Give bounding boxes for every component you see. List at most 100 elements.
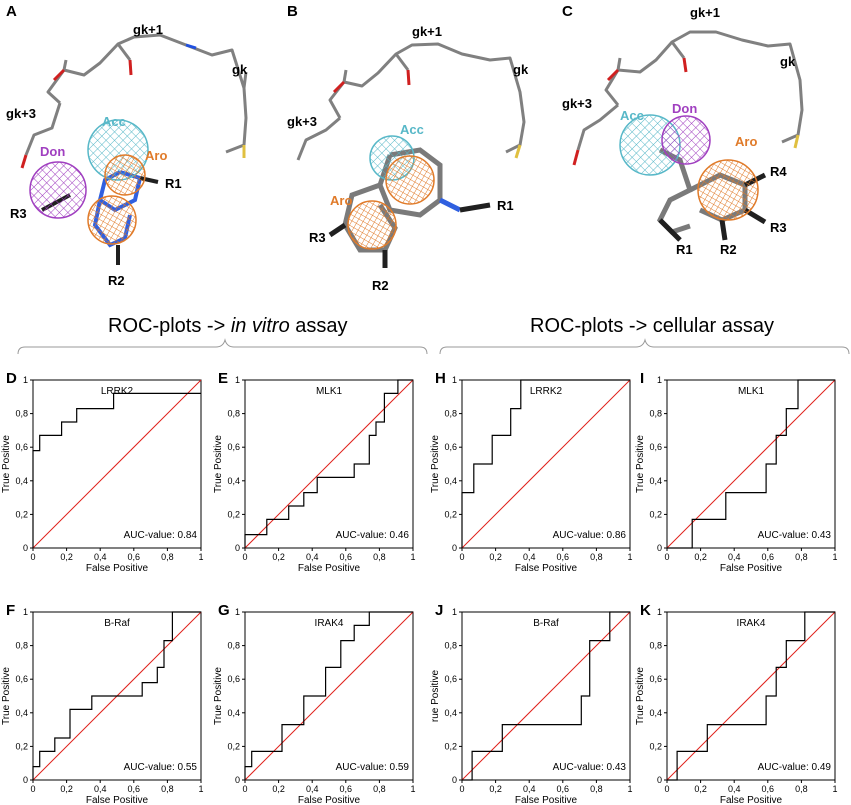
x-tick-label-i: 0,6 (762, 552, 775, 562)
x-tick-label-i: 0,8 (795, 552, 808, 562)
aromatic-sphere-c (697, 159, 759, 221)
x-tick-label-e: 0,6 (340, 552, 353, 562)
diagonal-line-k (666, 611, 836, 781)
y-tick-label-f: 0,4 (15, 708, 28, 718)
y-tick-label-e: 0,4 (227, 476, 240, 486)
y-tick-label-f: 0,8 (15, 641, 28, 651)
x-tick-label-d: 0,6 (128, 552, 141, 562)
label-r2-b: R2 (372, 278, 389, 293)
y-tick-label-h: 0,8 (444, 409, 457, 419)
x-tick-label-d: 0,8 (161, 552, 174, 562)
x-axis-label-j: False Positive (515, 795, 578, 805)
section-title-in-vitro-prefix: ROC-plots -> (108, 315, 231, 337)
auc-label-i: AUC-value: 0.43 (758, 530, 832, 541)
y-tick-label-e: 0,6 (227, 442, 240, 452)
y-tick-label-g: 0,4 (227, 708, 240, 718)
chart-title-f: B-Raf (104, 618, 130, 629)
x-tick-label-e: 0,8 (373, 552, 386, 562)
x-tick-label-k: 0,6 (762, 784, 775, 794)
roc-curve-f (32, 611, 201, 780)
label-gk3-b: gk+3 (287, 114, 317, 129)
section-title-in-vitro-suffix: assay (290, 315, 348, 337)
x-tick-label-h: 0,8 (590, 552, 603, 562)
auc-label-g: AUC-value: 0.59 (336, 762, 410, 773)
x-tick-label-k: 0,4 (728, 784, 741, 794)
x-axis-label-h: False Positive (515, 563, 578, 574)
x-tick-label-i: 0,2 (694, 552, 707, 562)
x-tick-label-j: 0,4 (523, 784, 536, 794)
label-r3-b: R3 (309, 230, 326, 245)
y-axis-label-j: rue Positive (430, 669, 441, 722)
panel-c-molecule: C gk+1 gk gk+3 Acc Don Aro R4 R3 (562, 3, 804, 257)
y-tick-label-j: 0 (452, 775, 457, 785)
auc-label-j: AUC-value: 0.43 (553, 762, 627, 773)
panel-label-b: B (287, 3, 298, 20)
panel-label-e: E (218, 370, 228, 387)
section-title-in-vitro: ROC-plots -> in vitro assay (108, 315, 348, 337)
y-tick-label-i: 0,2 (649, 509, 662, 519)
x-tick-label-j: 0,6 (557, 784, 570, 794)
aromatic-sphere-a1 (104, 154, 146, 196)
x-axis-label-g: False Positive (298, 795, 361, 805)
y-tick-label-f: 0 (23, 775, 28, 785)
donor-sphere-a (29, 161, 87, 219)
y-tick-label-h: 0,6 (444, 442, 457, 452)
y-tick-label-d: 1 (23, 375, 28, 385)
x-tick-label-f: 0 (30, 784, 35, 794)
x-tick-label-f: 0,4 (94, 784, 107, 794)
donor-sphere-c (661, 115, 711, 165)
y-tick-label-d: 0,8 (15, 409, 28, 419)
label-r1-a: R1 (165, 176, 182, 191)
diagonal-line-g (244, 611, 414, 781)
x-tick-label-d: 0 (30, 552, 35, 562)
x-tick-label-f: 0,6 (128, 784, 141, 794)
y-tick-label-e: 0 (235, 543, 240, 553)
backbone-c (572, 30, 804, 166)
chart-title-h: LRRK2 (530, 386, 563, 397)
roc-chart-k: K IRAK4 0 0,2 0,4 0,6 0,8 1 0 0,2 0,4 0,6 0,8 1 False … (635, 602, 838, 805)
chart-title-d: LRRK2 (101, 386, 134, 397)
label-aro-b: Aro (330, 193, 352, 208)
x-tick-label-f: 1 (198, 784, 203, 794)
panel-a-molecule: A gk+1 gk gk+3 Acc Don Aro (6, 3, 248, 288)
label-acc-a: Acc (102, 114, 126, 129)
label-gk-c: gk (780, 54, 796, 69)
x-tick-label-i: 1 (832, 552, 837, 562)
label-r1-c: R1 (676, 242, 693, 257)
y-tick-label-d: 0 (23, 543, 28, 553)
label-acc-c: Acc (620, 108, 644, 123)
label-r3-a: R3 (10, 206, 27, 221)
x-tick-label-j: 0,2 (489, 784, 502, 794)
y-tick-label-f: 0,6 (15, 674, 28, 684)
auc-label-d: AUC-value: 0.84 (124, 530, 198, 541)
diagonal-line-d (32, 379, 202, 549)
label-r3-c: R3 (770, 220, 787, 235)
auc-label-k: AUC-value: 0.49 (758, 762, 832, 773)
panel-label-k: K (640, 602, 651, 619)
panel-b-molecule: B gk+1 gk gk+3 Acc Aro R1 R3 R2 (287, 3, 529, 293)
plot-frame-f (32, 611, 202, 781)
x-tick-label-h: 0 (459, 552, 464, 562)
label-aro-c: Aro (735, 134, 757, 149)
roc-chart-e: E MLK1 0 0,2 0,4 0,6 0,8 1 0 0,2 0,4 0,6 0,8 1 False P… (213, 370, 416, 574)
roc-curve-d (32, 392, 201, 548)
roc-chart-g: G IRAK4 0 0,2 0,4 0,6 0,8 1 0 0,2 0,4 0,6 0,8 1 False … (213, 602, 416, 805)
roc-curve-h (461, 379, 630, 548)
panel-label-a: A (6, 3, 17, 20)
y-tick-label-j: 0,4 (444, 708, 457, 718)
y-tick-label-g: 0,6 (227, 674, 240, 684)
roc-chart-d: D LRRK2 0 0,2 0,4 0,6 0,8 1 0 0,2 0,4 0,6 0,8 1 False … (1, 370, 204, 574)
label-gk3-a: gk+3 (6, 106, 36, 121)
y-tick-label-g: 0 (235, 775, 240, 785)
x-tick-label-e: 0,4 (306, 552, 319, 562)
x-tick-label-g: 0,2 (272, 784, 285, 794)
roc-chart-j: J B-Raf 0 0,2 0,4 0,6 0,8 1 0 0,2 0,4 0,6 0,8 1 False … (430, 602, 633, 805)
x-tick-label-d: 0,2 (60, 552, 73, 562)
roc-chart-h: H LRRK2 0 0,2 0,4 0,6 0,8 1 0 0,2 0,4 0,6 0,8 1 False … (430, 370, 633, 574)
section-title-cellular: ROC-plots -> cellular assay (530, 315, 774, 337)
y-tick-label-h: 0 (452, 543, 457, 553)
y-axis-label-f: True Positive (1, 667, 12, 725)
x-tick-label-d: 1 (198, 552, 203, 562)
y-tick-label-e: 0,8 (227, 409, 240, 419)
x-tick-label-h: 0,2 (489, 552, 502, 562)
